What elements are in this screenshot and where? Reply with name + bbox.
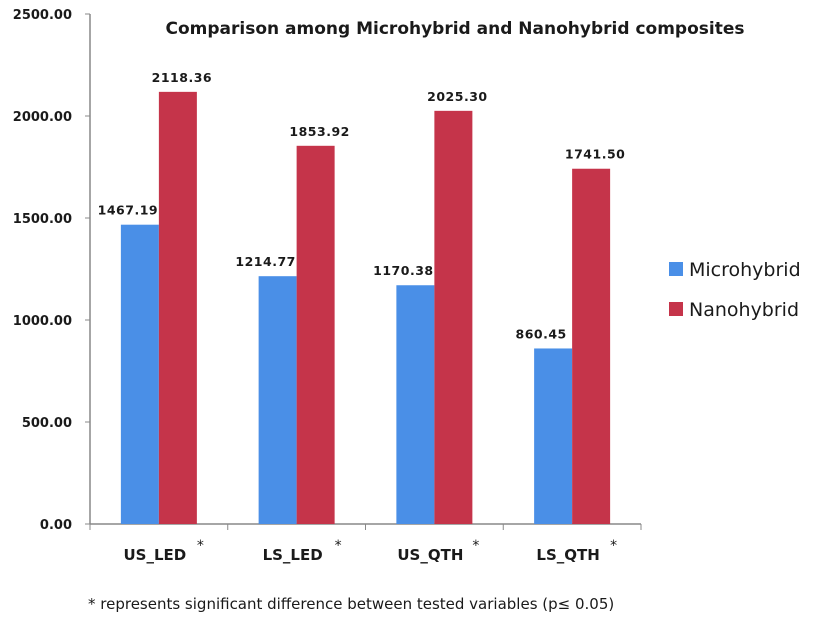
bar-nanohybrid <box>296 145 335 524</box>
data-label: 860.45 <box>516 326 567 341</box>
bar-microhybrid <box>534 348 573 524</box>
x-tick-label: LS_LED <box>263 546 323 564</box>
footnote: * represents significant difference betw… <box>88 595 614 613</box>
data-label: 1741.50 <box>565 147 625 162</box>
y-tick-label: 500.00 <box>22 416 72 431</box>
legend-swatch <box>669 302 683 316</box>
significance-mark: * <box>335 538 342 554</box>
y-tick-label: 0.00 <box>40 518 72 533</box>
bar-microhybrid <box>396 285 435 524</box>
legend-label: Nanohybrid <box>689 299 799 321</box>
significance-mark: * <box>610 538 617 554</box>
x-tick-label: US_QTH <box>397 546 463 564</box>
y-tick-label: 2000.00 <box>13 110 72 125</box>
data-label: 1170.38 <box>373 263 433 278</box>
bar-nanohybrid <box>158 91 197 525</box>
data-label: 1467.19 <box>98 203 158 218</box>
data-label: 1853.92 <box>289 124 349 139</box>
data-label: 2118.36 <box>152 70 212 85</box>
legend-swatch <box>669 262 683 276</box>
legend-label: Microhybrid <box>689 259 801 281</box>
x-tick-label: US_LED <box>124 546 187 564</box>
data-label: 1214.77 <box>235 254 295 269</box>
data-label: 2025.30 <box>427 89 487 104</box>
y-tick-label: 1000.00 <box>13 314 72 329</box>
y-tick-label: 1500.00 <box>13 212 72 227</box>
significance-mark: * <box>197 538 204 554</box>
chart-title: Comparison among Microhybrid and Nanohyb… <box>166 19 745 39</box>
significance-mark: * <box>472 538 479 554</box>
y-tick-label: 2500.00 <box>13 8 72 23</box>
bar-nanohybrid <box>434 110 473 524</box>
bar-microhybrid <box>258 276 297 524</box>
bar-nanohybrid <box>572 168 611 524</box>
bar-microhybrid <box>120 224 159 524</box>
x-tick-label: LS_QTH <box>536 546 599 564</box>
